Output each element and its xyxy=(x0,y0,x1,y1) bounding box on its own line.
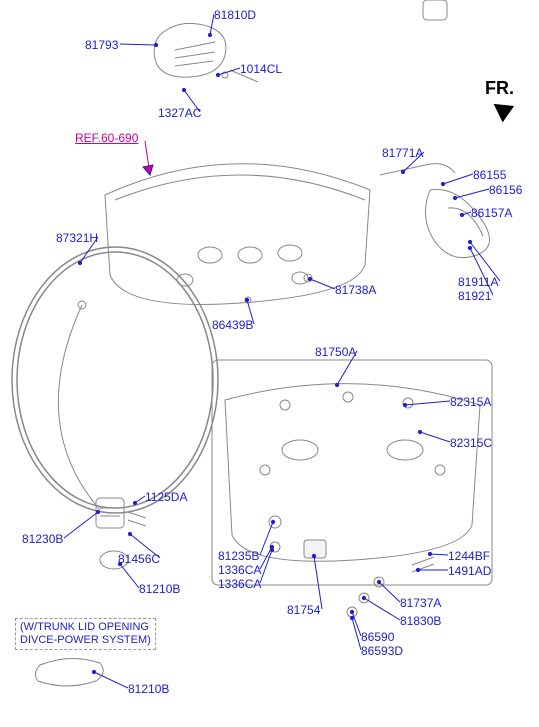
part-label: 86156 xyxy=(489,183,522,197)
part-label: 86155 xyxy=(473,168,506,182)
part-label: 82315A xyxy=(450,395,491,409)
part-label: 81754 xyxy=(287,603,320,617)
part-label: 81911A xyxy=(458,275,498,289)
note-line-1: (W/TRUNK LID OPENING xyxy=(20,621,151,634)
part-label: 86157A xyxy=(471,206,512,220)
part-label: 81210B xyxy=(128,682,169,696)
part-label: 86590 xyxy=(361,630,394,644)
part-label: 81456C xyxy=(118,552,160,566)
part-label: 1014CL xyxy=(240,62,282,76)
part-label: 1327AC xyxy=(158,106,201,120)
part-label: 1336CA xyxy=(218,577,261,591)
part-label: 81230B xyxy=(22,532,63,546)
option-note-box: (W/TRUNK LID OPENING DIVCE-POWER SYSTEM) xyxy=(15,618,156,650)
part-label: 81921 xyxy=(458,289,491,303)
part-label: 87321H xyxy=(56,231,98,245)
part-label: 81210B xyxy=(139,582,180,596)
part-label: 81737A xyxy=(400,596,441,610)
part-label: 1336CA xyxy=(218,563,261,577)
part-label: 81830B xyxy=(400,614,441,628)
part-label: 81750A xyxy=(315,345,356,359)
part-label: 86593D xyxy=(361,644,403,658)
note-line-2: DIVCE-POWER SYSTEM) xyxy=(20,634,151,647)
part-label: 81793 xyxy=(85,38,118,52)
part-label: 81771A xyxy=(382,146,423,160)
part-label: 82315C xyxy=(450,436,492,450)
part-label: 86439B xyxy=(212,318,253,332)
part-label: 81235B xyxy=(218,549,259,563)
ref-callout: REF.60-690 xyxy=(75,131,138,145)
part-label: 1491AD xyxy=(448,564,491,578)
part-label: 81810D xyxy=(214,8,256,22)
part-label: 1125DA xyxy=(145,490,187,504)
part-label: 81738A xyxy=(335,283,376,297)
part-label: 1244BF xyxy=(448,549,490,563)
